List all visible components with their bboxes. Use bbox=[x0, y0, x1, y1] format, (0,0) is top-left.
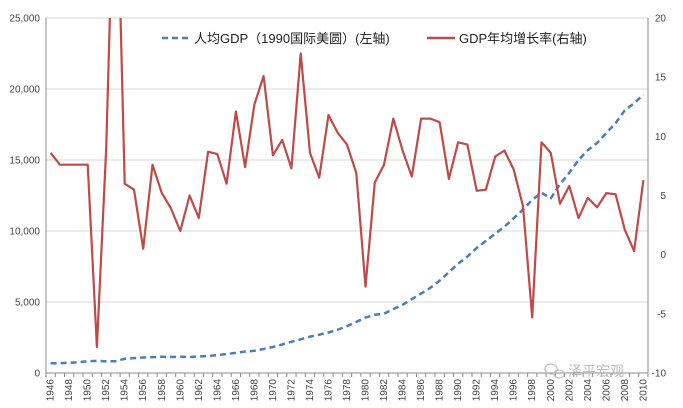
x-tick-label: 1968 bbox=[249, 379, 260, 402]
watermark-text: 泽平宏观 bbox=[568, 364, 624, 380]
left-axis-tick-label: 0 bbox=[34, 369, 40, 380]
right-axis-tick-label: 5 bbox=[660, 191, 666, 202]
x-tick-label: 1982 bbox=[379, 379, 390, 402]
x-tick-label: 1986 bbox=[416, 379, 427, 402]
left-axis-tick-label: 20,000 bbox=[9, 85, 40, 96]
x-tick-label: 2006 bbox=[601, 379, 612, 402]
x-tick-label: 1960 bbox=[175, 379, 186, 402]
right-axis-tick-label: -10 bbox=[652, 369, 667, 380]
gridlines bbox=[46, 17, 648, 303]
x-axis-ticks: 1946 1948 1950 1952 1954 1956 1958 1960 1962 1964… bbox=[45, 373, 649, 402]
x-tick-label: 1974 bbox=[305, 379, 316, 402]
x-tick-label: 1994 bbox=[490, 379, 501, 402]
x-tick-label: 1946 bbox=[46, 379, 57, 402]
series-line-gdp-per-capita bbox=[50, 93, 645, 365]
right-axis-tick-label: -5 bbox=[657, 309, 666, 320]
x-tick-label: 1990 bbox=[453, 379, 464, 402]
x-tick-label: 1952 bbox=[101, 379, 112, 402]
legend-label-gdp-per-capita: 人均GDP（1990国际美圆）(左轴) bbox=[194, 31, 390, 46]
left-axis-tick-label: 5,000 bbox=[15, 298, 40, 309]
x-tick-label: 1962 bbox=[194, 379, 205, 402]
watermark: 泽平宏观 bbox=[544, 363, 624, 380]
legend-label-gdp-growth: GDP年均增长率(右轴) bbox=[459, 31, 587, 46]
left-axis-tick-label: 15,000 bbox=[9, 156, 40, 167]
x-tick-label: 1950 bbox=[83, 379, 94, 402]
right-axis-tick-label: 20 bbox=[655, 14, 667, 25]
left-axis-tick-label: 10,000 bbox=[9, 227, 40, 238]
left-axis-tick-label: 25,000 bbox=[9, 14, 40, 25]
right-axis-tick-label: 0 bbox=[660, 250, 666, 261]
x-tick-label: 1978 bbox=[342, 379, 353, 402]
x-tick-label: 1964 bbox=[212, 379, 223, 402]
right-axis-tick-label: 15 bbox=[655, 73, 667, 84]
series-group bbox=[49, 18, 645, 365]
x-tick-label: 1956 bbox=[138, 379, 149, 402]
legend: 人均GDP（1990国际美圆）(左轴) GDP年均增长率(右轴) bbox=[162, 31, 587, 46]
x-tick-label: 1972 bbox=[286, 379, 297, 402]
x-tick-label: 1948 bbox=[64, 379, 75, 402]
x-tick-label: 2004 bbox=[583, 379, 594, 402]
x-tick-label: 2000 bbox=[546, 379, 557, 402]
x-tick-label: 1970 bbox=[268, 379, 279, 402]
x-tick-label: 1980 bbox=[361, 379, 372, 402]
x-tick-label: 1984 bbox=[398, 379, 409, 402]
wechat-logo-icon bbox=[544, 363, 565, 379]
right-axis-ticks: -10 -5 0 5 10 15 20 bbox=[652, 14, 667, 380]
x-tick-label: 1996 bbox=[509, 379, 520, 402]
x-tick-label: 1966 bbox=[231, 379, 242, 402]
x-tick-label: 2002 bbox=[564, 379, 575, 402]
x-tick-label: 1976 bbox=[323, 379, 334, 402]
x-tick-label: 1954 bbox=[120, 379, 131, 402]
x-tick-label: 1998 bbox=[527, 379, 538, 402]
x-tick-label: 2010 bbox=[638, 379, 649, 402]
x-tick-label: 1992 bbox=[472, 379, 483, 402]
left-axis-ticks: 0 5,000 10,000 15,000 20,000 25,000 bbox=[9, 14, 40, 380]
series-line-gdp-growth bbox=[49, 18, 645, 349]
x-tick-label: 2008 bbox=[620, 379, 631, 402]
right-axis-tick-label: 10 bbox=[655, 132, 667, 143]
x-tick-label: 1958 bbox=[157, 379, 168, 402]
x-tick-label: 1988 bbox=[435, 379, 446, 402]
